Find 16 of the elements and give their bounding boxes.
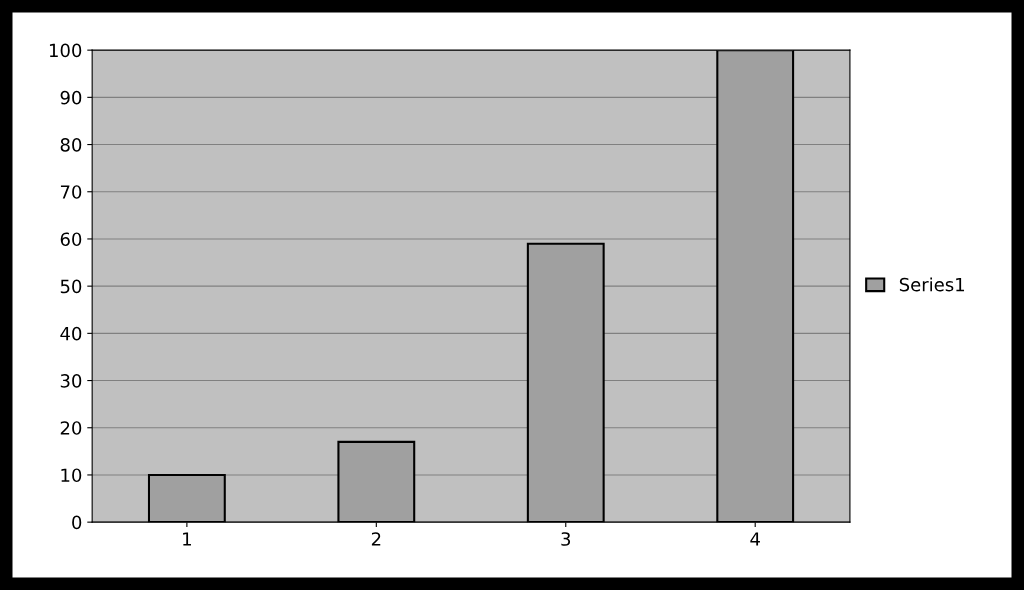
y-tick-label: 50 (60, 279, 82, 294)
y-tick-label: 20 (60, 421, 82, 435)
legend-label: Series1 (899, 277, 965, 292)
x-tick-label: 2 (371, 532, 381, 546)
y-tick-label: 40 (60, 326, 82, 341)
y-tick-label: 90 (60, 90, 82, 105)
y-tick-label: 80 (60, 138, 82, 152)
y-tick-label: 70 (60, 185, 82, 199)
y-tick-label: 30 (60, 374, 82, 388)
x-tick-label: 4 (750, 532, 760, 546)
y-tick-label: 0 (72, 515, 82, 530)
y-tick-label: 10 (61, 468, 82, 483)
y-tick-label: 100 (49, 43, 82, 58)
x-tick-label: 3 (561, 532, 571, 546)
y-tick-label: 60 (60, 232, 82, 247)
x-tick-label: 1 (183, 532, 191, 546)
